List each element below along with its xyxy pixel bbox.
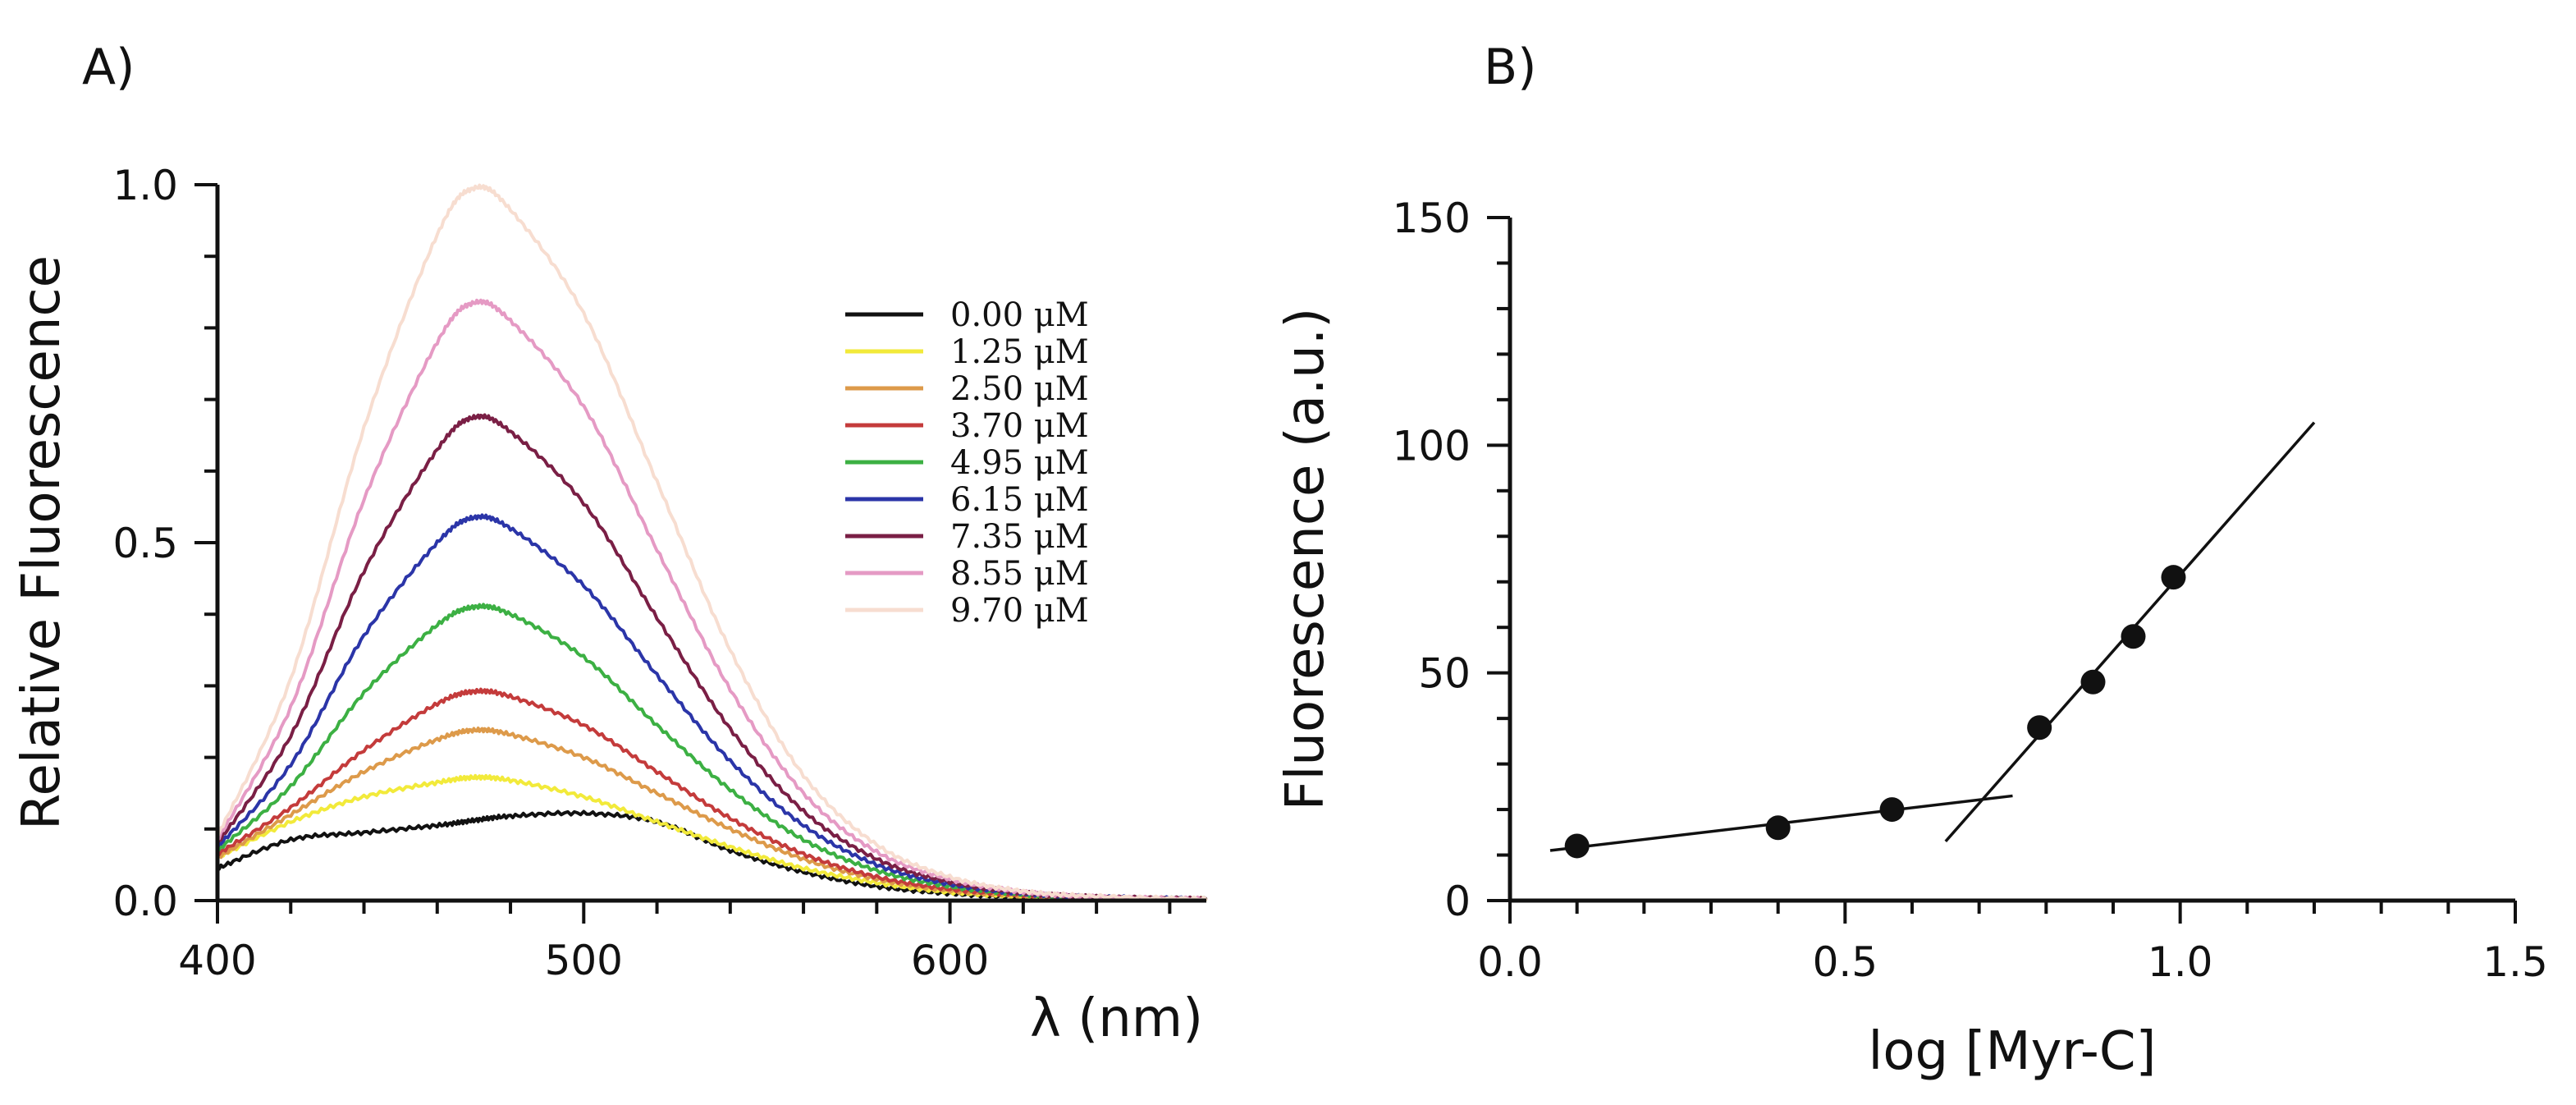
panel-b-axes [1508,218,2515,903]
legend-label: 1.25 μM [950,333,1089,371]
legend-label: 3.70 μM [950,407,1089,445]
legend-item: 0.00 μM [845,296,1089,334]
panel-b-y-axis-title: Fluorescence (a.u.) [1275,308,1336,810]
legend-item: 7.35 μM [845,518,1089,556]
panel-a: A) 400 500 600 0.0 0.5 1.0 λ (nm) Relative F… [11,39,1208,1049]
legend-item: 6.15 μM [845,481,1089,519]
data-point [2027,715,2052,740]
x-tick-label: 400 [178,937,256,984]
legend-label: 0.00 μM [950,296,1089,334]
panel-b: B) 0.0 0.5 1.0 1.5 0 50 100 150 log [Myr-C] Fl… [1275,39,2548,1082]
x-tick-label: 600 [911,937,989,984]
y-tick-label: 0 [1444,878,1471,925]
panel-b-label: B) [1484,39,1537,96]
y-tick-label: 100 [1393,422,1471,470]
panel-b-x-axis-title: log [Myr-C] [1869,1021,2157,1082]
panel-a-series [216,183,1208,903]
panel-a-x-ticks: 400 500 600 [178,901,1172,984]
panel-a-y-axis-title: Relative Fluorescence [11,255,72,830]
x-tick-label: 0.0 [1477,938,1543,986]
panel-b-fit-lines [1549,421,2316,852]
data-point [1765,815,1791,841]
legend-label: 6.15 μM [950,481,1089,519]
series-line [216,687,1208,903]
data-point [1879,797,1905,823]
panel-a-x-axis-title: λ (nm) [1030,988,1203,1049]
x-tick-label: 0.5 [1813,938,1878,986]
legend-item: 8.55 μM [845,555,1089,593]
legend-item: 3.70 μM [845,407,1089,445]
series-line [216,183,1208,902]
data-point [1564,833,1590,859]
legend-label: 9.70 μM [950,592,1089,630]
legend-label: 7.35 μM [950,518,1089,556]
legend-label: 4.95 μM [950,444,1089,482]
legend-item: 4.95 μM [845,444,1089,482]
panel-a-label: A) [82,39,135,96]
panel-b-points [1564,565,2186,859]
series-line [216,773,1208,903]
series-line [216,727,1208,903]
x-tick-label: 1.5 [2482,938,2548,986]
legend-item: 1.25 μM [845,333,1089,371]
y-tick-label: 50 [1418,650,1471,698]
legend-label: 8.55 μM [950,555,1089,593]
y-tick-label: 0.0 [112,878,178,925]
data-point [2080,669,2106,695]
y-tick-label: 150 [1393,195,1471,242]
x-tick-label: 500 [545,937,623,984]
series-line [217,298,1207,902]
panel-b-x-ticks: 0.0 0.5 1.0 1.5 [1477,901,2548,986]
x-tick-label: 1.0 [2148,938,2213,986]
y-tick-label: 1.0 [112,162,178,209]
data-point [2161,565,2186,590]
data-point [2121,624,2146,649]
legend-label: 2.50 μM [950,370,1089,408]
panel-b-y-ticks: 0 50 100 150 [1393,195,1510,925]
series-line [216,603,1208,903]
panel-a-y-ticks: 0.0 0.5 1.0 [112,162,217,925]
series-line [217,809,1207,903]
y-tick-label: 0.5 [112,520,178,567]
legend-item: 9.70 μM [845,592,1089,630]
legend-item: 2.50 μM [845,370,1089,408]
panel-a-legend: 0.00 μM1.25 μM2.50 μM3.70 μM4.95 μM6.15 … [845,296,1089,630]
